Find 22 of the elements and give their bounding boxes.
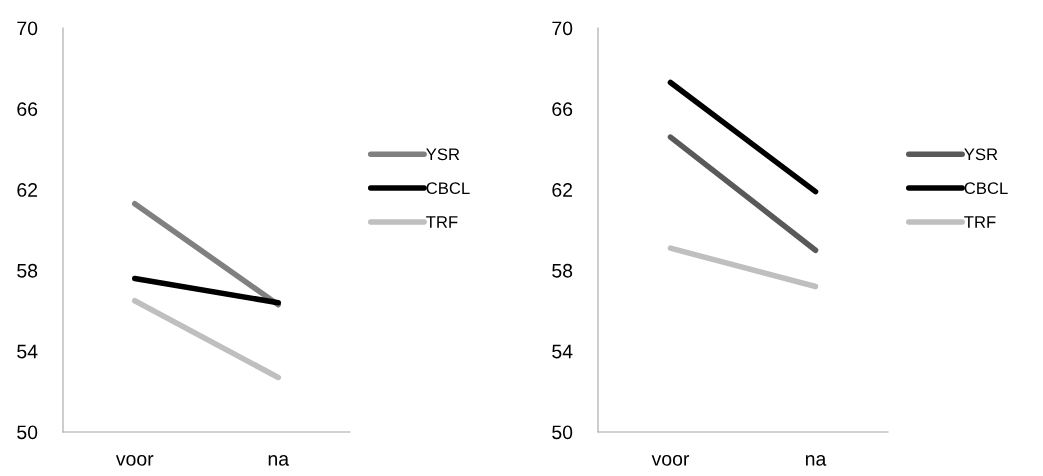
legend-label: CBCL xyxy=(426,182,470,195)
x-tick-label: na xyxy=(805,455,827,466)
y-tick-label: 70 xyxy=(17,21,38,36)
y-tick-label: 62 xyxy=(17,183,38,197)
y-tick-label: 66 xyxy=(552,102,573,117)
x-tick-label: voor xyxy=(651,455,690,466)
y-tick-label: 58 xyxy=(17,263,38,278)
x-tick-label: voor xyxy=(115,455,154,466)
y-tick-label: 70 xyxy=(552,21,573,36)
legend-label: CBCL xyxy=(964,182,1008,195)
y-tick-label: 50 xyxy=(552,425,573,440)
y-tick-label: 50 xyxy=(17,425,38,440)
legend-label: TRF xyxy=(426,216,458,228)
x-tick-label: na xyxy=(268,455,290,466)
y-tick-label: 54 xyxy=(17,344,38,359)
y-tick-label: 58 xyxy=(552,263,573,278)
y-tick-label: 62 xyxy=(552,183,573,197)
legend-label: YSR xyxy=(964,148,998,161)
legend-label: YSR xyxy=(426,148,460,161)
legend-label: TRF xyxy=(964,216,996,228)
y-tick-label: 54 xyxy=(552,344,573,359)
y-tick-label: 66 xyxy=(17,102,38,117)
